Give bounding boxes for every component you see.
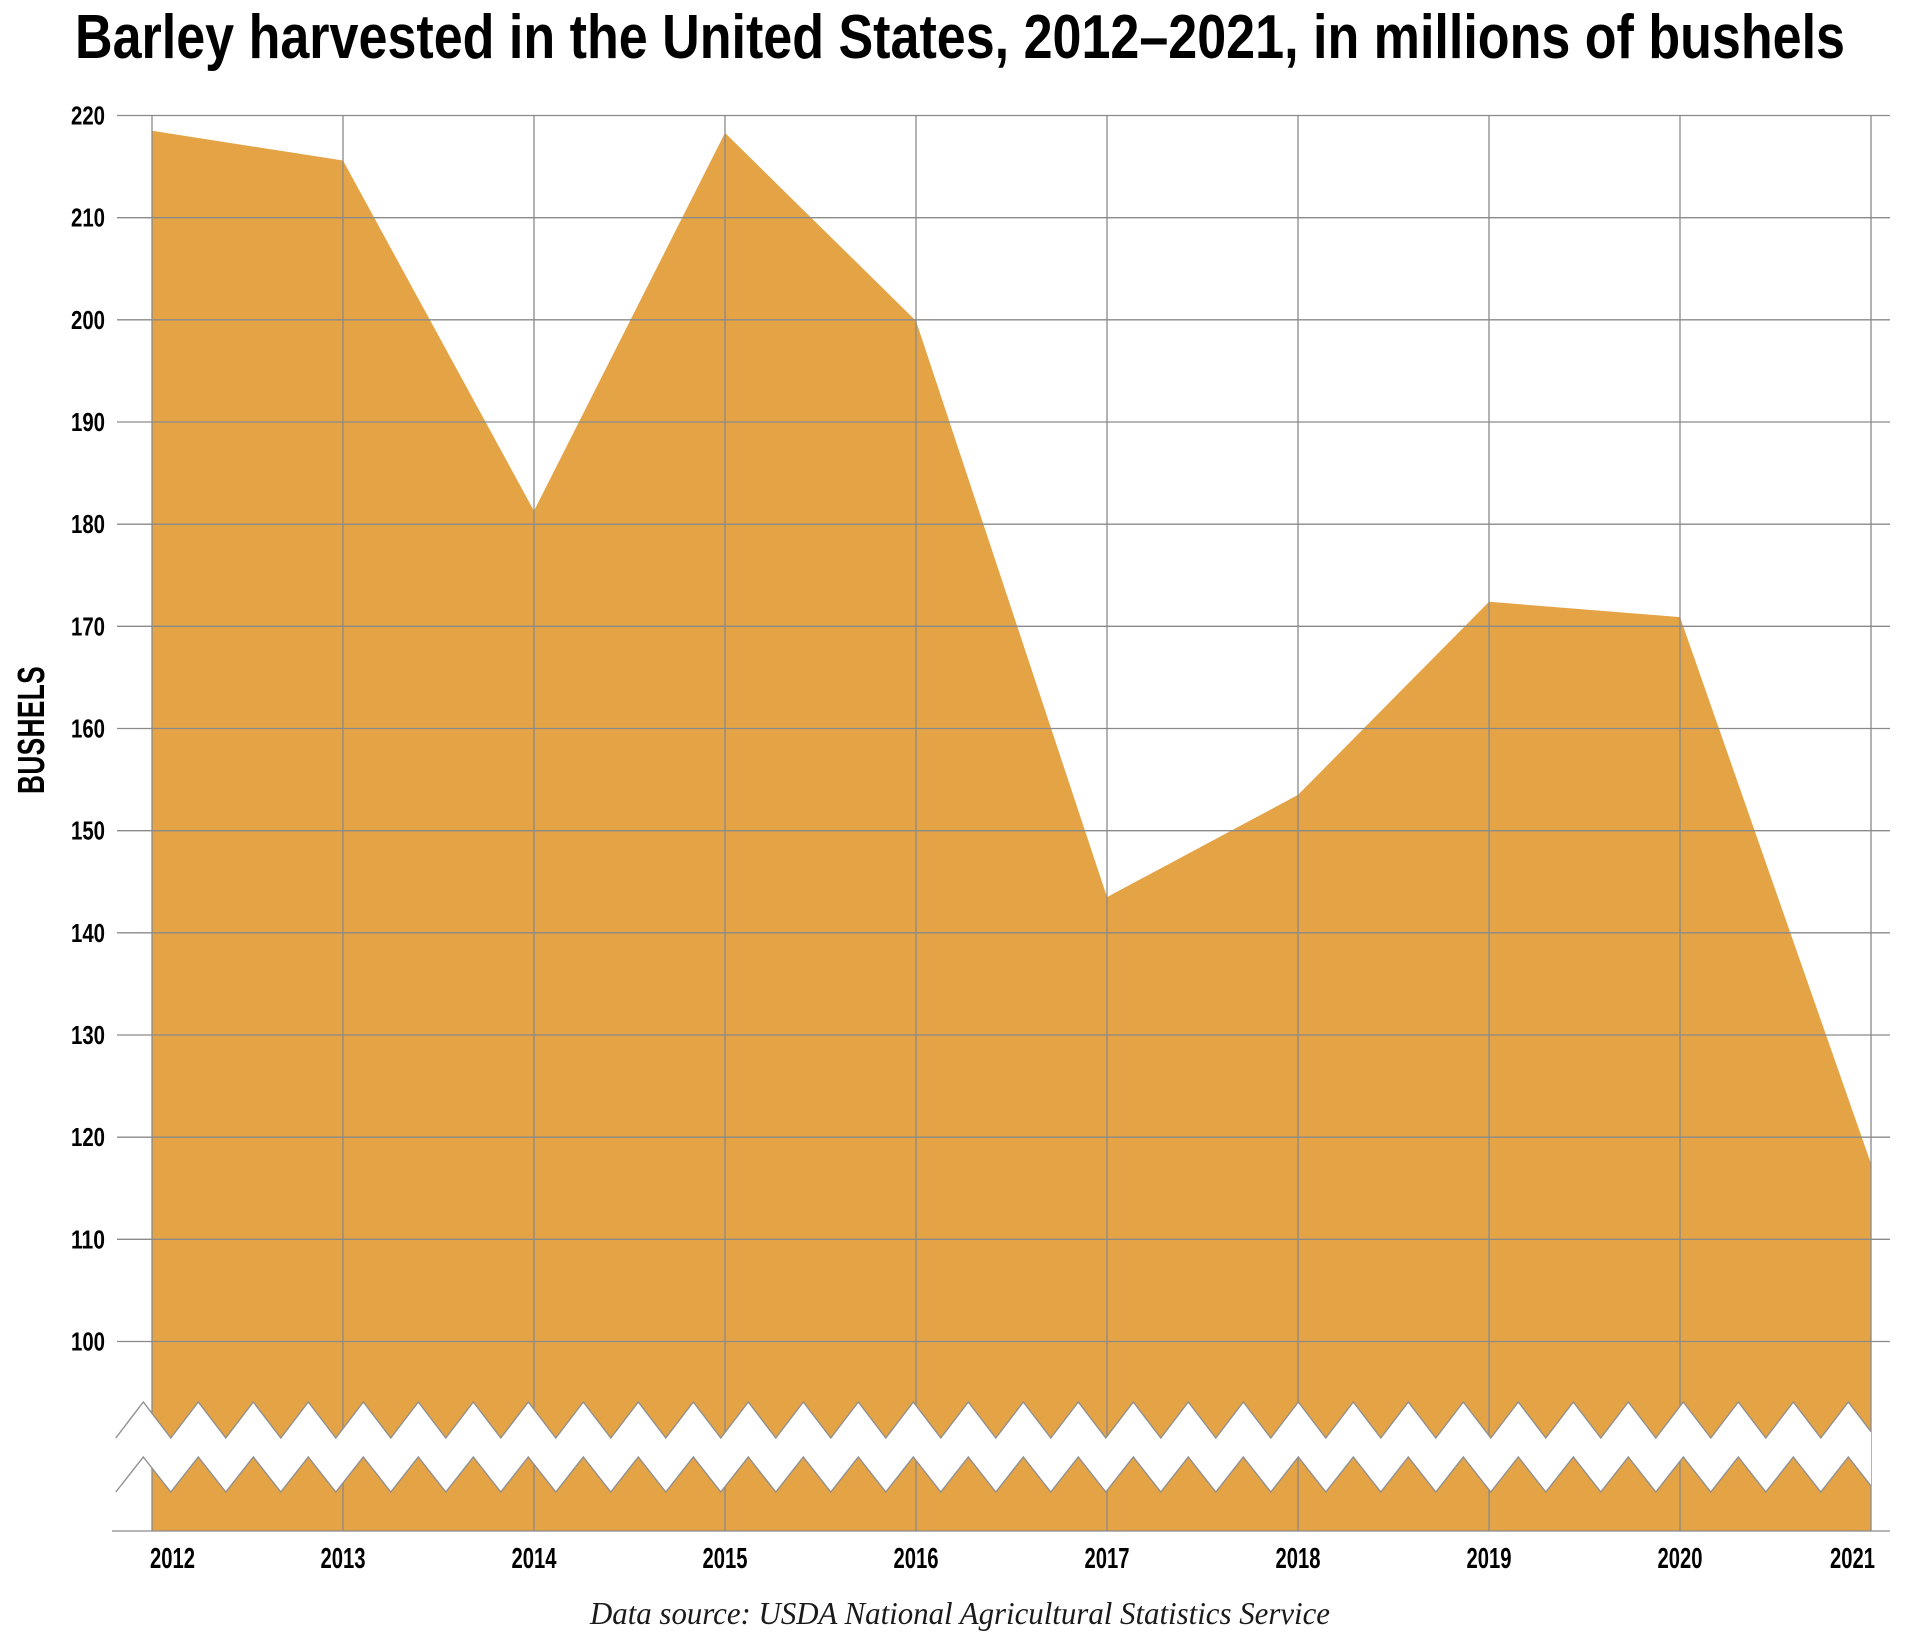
y-tick-label: 210 [71,203,105,233]
y-tick-label: 110 [71,1224,105,1254]
x-tick-label: 2015 [703,1543,748,1575]
y-tick-label: 160 [71,714,105,744]
x-tick-label: 2017 [1085,1543,1130,1575]
y-tick-label: 170 [71,611,105,641]
gridlines-layer [112,114,1890,1532]
axis-break-zigzag-edge [115,1455,1872,1494]
axis-break-band [115,1402,1871,1492]
x-tick-label: 2018 [1276,1543,1321,1575]
y-tick-label: 190 [71,407,105,437]
y-axis-label: BUSHELS [11,666,53,794]
y-tick-label: 140 [71,918,105,948]
x-tick-label: 2013 [321,1543,366,1575]
x-tick-label: 2021 [1830,1543,1875,1575]
y-tick-label: 100 [71,1327,105,1357]
x-tick-label: 2014 [512,1543,557,1575]
y-tick-label: 220 [71,101,105,131]
x-tick-label: 2020 [1658,1543,1703,1575]
y-tick-label: 180 [71,509,105,539]
x-tick-label: 2012 [150,1543,195,1575]
axis-break-layer [115,1400,1872,1494]
chart-title: Barley harvested in the United States, 2… [75,3,1845,72]
y-tick-label: 130 [71,1020,105,1050]
y-tick-label: 120 [71,1122,105,1152]
y-tick-labels-layer: 220 210 200 190 180 170 160 150 140 130 120 110 100 [71,101,105,1357]
y-tick-label: 150 [71,816,105,846]
x-tick-label: 2016 [894,1543,939,1575]
data-source-note: Data source: USDA National Agricultural … [589,1595,1330,1631]
y-tick-label: 200 [71,305,105,335]
axis-break-zigzag-edge [115,1400,1872,1440]
x-tick-labels-layer: 2012 2013 2014 2015 2016 2017 2018 2019 2020 2021 [150,1543,1875,1575]
x-tick-label: 2019 [1467,1543,1512,1575]
